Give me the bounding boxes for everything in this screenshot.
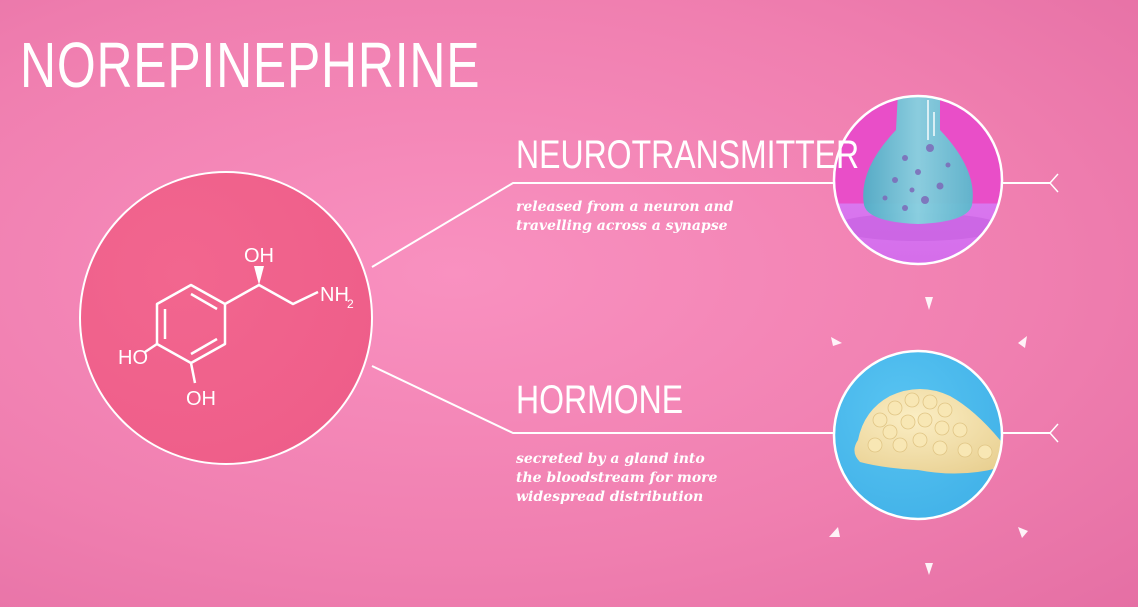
nh-subscript-label: 2 bbox=[347, 297, 354, 311]
neurotransmitter-circle bbox=[832, 94, 1004, 266]
oh-bottom-label: OH bbox=[186, 388, 216, 410]
neurotransmitter-description: released from a neuron and travelling ac… bbox=[516, 199, 734, 234]
hormone-description: secreted by a gland into the bloodstream… bbox=[516, 451, 718, 505]
oh-top-label: OH bbox=[244, 245, 274, 267]
hormone-tail-tip bbox=[1048, 423, 1059, 443]
connector-lines bbox=[371, 173, 1059, 443]
gland-icon bbox=[832, 349, 1004, 521]
radiating-markers bbox=[829, 297, 1028, 575]
molecule-diagram: OH NH 2 HO OH bbox=[79, 171, 373, 465]
neurotransmitter-tail-tip bbox=[1048, 173, 1059, 193]
page-title: NOREPINEPHRINE bbox=[20, 29, 481, 101]
neurotransmitter-connector bbox=[371, 182, 834, 268]
nh-label: NH bbox=[320, 284, 349, 306]
hormone-circle bbox=[832, 349, 1004, 521]
flask-vesicle-icon bbox=[832, 94, 1004, 266]
side-chain bbox=[224, 283, 319, 306]
ho-left-label: HO bbox=[118, 347, 148, 369]
hormone-connector bbox=[371, 365, 834, 434]
flask-shape bbox=[863, 96, 973, 224]
hormone-heading: HORMONE bbox=[516, 378, 684, 422]
neurotransmitter-heading: NEUROTRANSMITTER bbox=[516, 133, 860, 177]
norepinephrine-structure bbox=[144, 266, 319, 384]
wedge-bond bbox=[254, 266, 264, 285]
